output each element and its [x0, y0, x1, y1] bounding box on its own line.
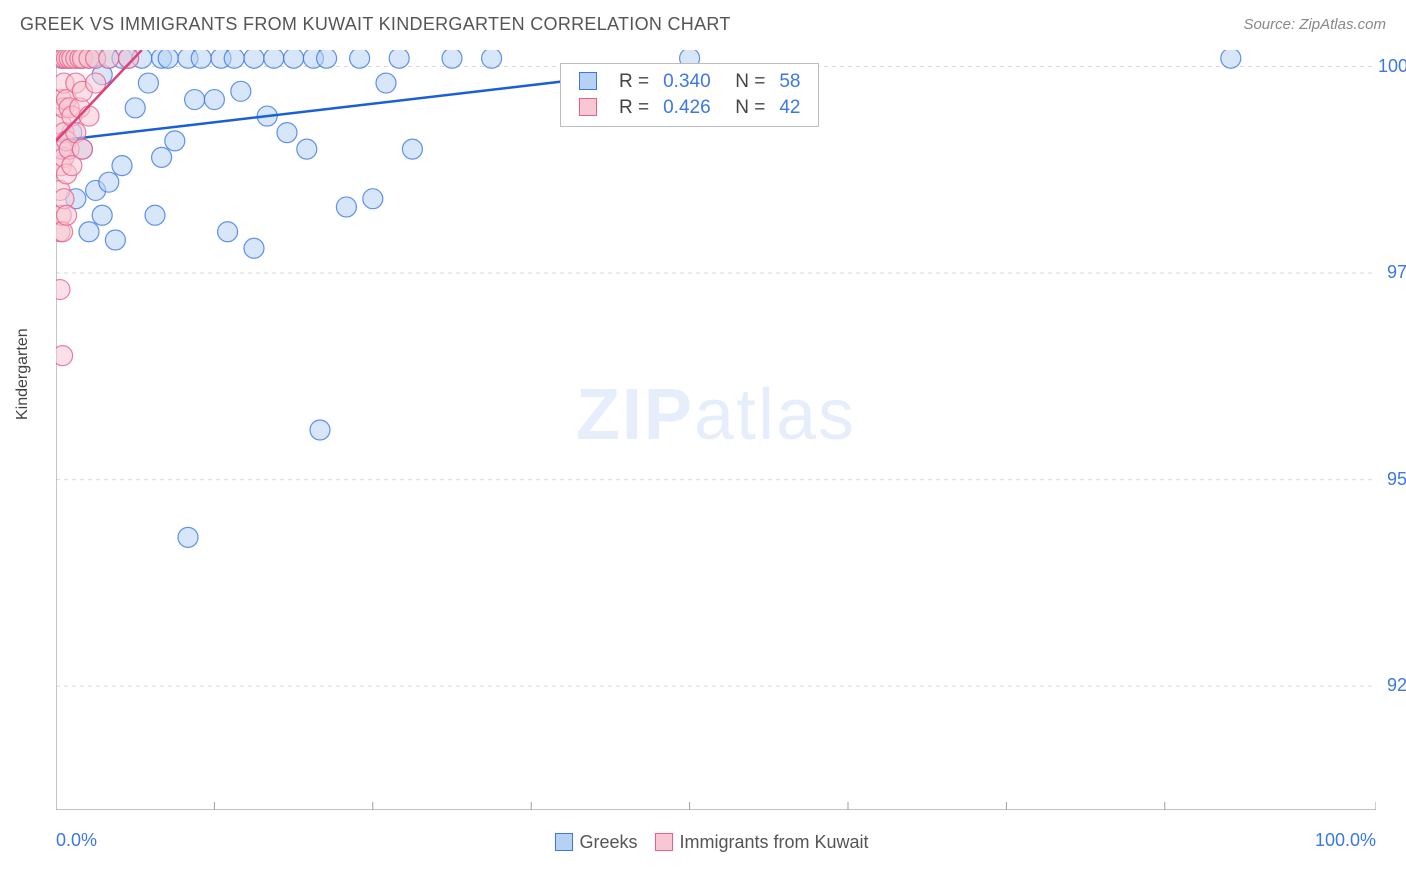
data-point	[376, 73, 396, 93]
data-point	[56, 280, 70, 300]
data-point	[105, 230, 125, 250]
data-point	[284, 50, 304, 68]
data-point	[218, 222, 238, 242]
data-point	[1221, 50, 1241, 68]
stat-row: R =0.340 N =58	[573, 70, 806, 94]
data-point	[56, 346, 73, 366]
data-point	[57, 205, 77, 225]
stat-n-value: 42	[773, 96, 806, 120]
correlation-stats-box: R =0.340 N =58R =0.426 N =42	[560, 63, 819, 127]
data-point	[125, 98, 145, 118]
stat-r-label: R =	[613, 70, 655, 94]
data-point	[224, 50, 244, 68]
legend-label: Greeks	[579, 832, 637, 852]
stat-n-value: 58	[773, 70, 806, 94]
data-point	[442, 50, 462, 68]
data-point	[92, 205, 112, 225]
scatter-plot-svg	[56, 50, 1376, 810]
data-point	[389, 50, 409, 68]
data-point	[99, 172, 119, 192]
data-point	[99, 50, 119, 68]
data-point	[264, 50, 284, 68]
legend-label: Immigrants from Kuwait	[679, 832, 868, 852]
data-point	[244, 50, 264, 68]
stat-n-label: N =	[719, 96, 772, 120]
y-tick-label: 97.5%	[1378, 262, 1406, 283]
data-point	[482, 50, 502, 68]
chart-title: GREEK VS IMMIGRANTS FROM KUWAIT KINDERGA…	[20, 14, 731, 35]
data-point	[244, 238, 264, 258]
data-point	[402, 139, 422, 159]
y-tick-label: 100.0%	[1378, 56, 1406, 77]
legend-swatch	[555, 833, 573, 851]
legend-swatch	[579, 72, 597, 90]
bottom-legend: Greeks Immigrants from Kuwait	[0, 832, 1406, 853]
y-tick-label: 95.0%	[1378, 469, 1406, 490]
data-point	[310, 420, 330, 440]
data-point	[231, 81, 251, 101]
data-point	[185, 90, 205, 110]
stat-n-label: N =	[719, 70, 772, 94]
stats-table: R =0.340 N =58R =0.426 N =42	[571, 68, 808, 122]
data-point	[79, 106, 99, 126]
y-tick-label: 92.5%	[1378, 675, 1406, 696]
title-bar: GREEK VS IMMIGRANTS FROM KUWAIT KINDERGA…	[20, 14, 1386, 35]
data-point	[138, 73, 158, 93]
data-point	[204, 90, 224, 110]
legend-swatch	[655, 833, 673, 851]
data-point	[165, 131, 185, 151]
data-point	[158, 50, 178, 68]
data-point	[317, 50, 337, 68]
data-point	[350, 50, 370, 68]
plot-area: 92.5%95.0%97.5%100.0% ZIPatlas	[56, 50, 1376, 810]
data-point	[191, 50, 211, 68]
data-point	[178, 527, 198, 547]
data-point	[336, 197, 356, 217]
data-point	[79, 222, 99, 242]
stat-r-label: R =	[613, 96, 655, 120]
data-point	[363, 189, 383, 209]
chart-container: GREEK VS IMMIGRANTS FROM KUWAIT KINDERGA…	[0, 0, 1406, 892]
source-label: Source: ZipAtlas.com	[1243, 16, 1386, 33]
data-point	[277, 123, 297, 143]
stat-r-value: 0.340	[657, 70, 717, 94]
data-point	[297, 139, 317, 159]
data-point	[145, 205, 165, 225]
y-axis-label: Kindergarten	[14, 328, 32, 420]
stat-row: R =0.426 N =42	[573, 96, 806, 120]
data-point	[72, 139, 92, 159]
stat-r-value: 0.426	[657, 96, 717, 120]
data-point	[152, 147, 172, 167]
legend-swatch	[579, 98, 597, 116]
data-point	[112, 156, 132, 176]
